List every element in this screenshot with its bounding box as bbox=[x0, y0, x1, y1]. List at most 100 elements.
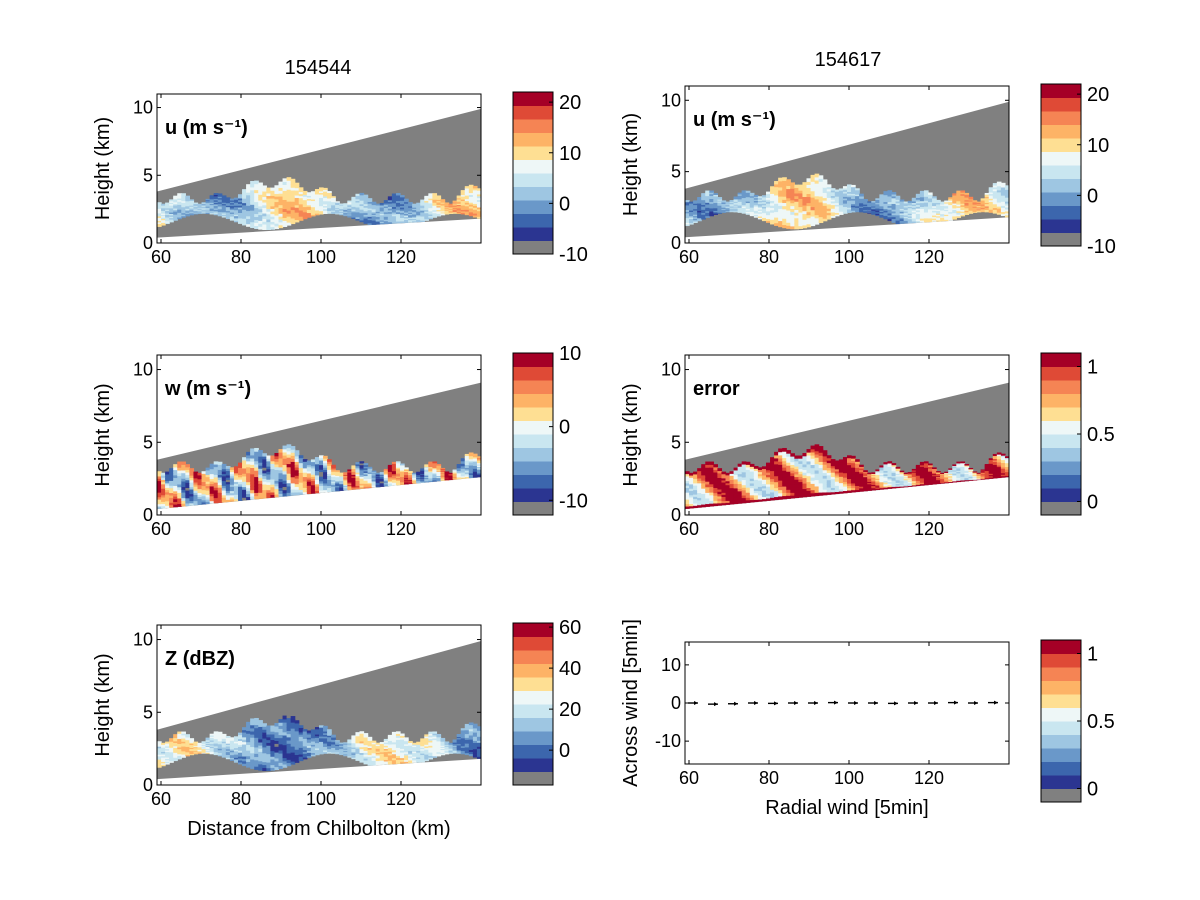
colorbar-segment bbox=[513, 240, 553, 255]
colorbar-segment bbox=[513, 663, 553, 678]
colorbar-segment bbox=[1041, 380, 1081, 394]
y-tick-label: 0 bbox=[143, 505, 153, 525]
y-tick-label: 0 bbox=[671, 233, 681, 253]
colorbar-segment bbox=[1041, 151, 1081, 166]
colorbar-segment bbox=[1041, 653, 1081, 668]
colorbar-segment bbox=[513, 501, 553, 516]
colorbar-tick-label: -10 bbox=[1087, 236, 1116, 258]
x-tick-label: 80 bbox=[759, 768, 779, 788]
y-tick-label: 10 bbox=[661, 90, 681, 110]
colorbar-segment bbox=[513, 420, 553, 435]
colorbar-segment bbox=[513, 393, 553, 408]
colorbar-segment bbox=[1041, 447, 1081, 462]
colorbar-segment bbox=[1041, 124, 1081, 139]
y-tick-label: 0 bbox=[143, 233, 153, 253]
colorbar: 60 40 20 0 bbox=[512, 617, 581, 786]
colorbar-tick-label: 1 bbox=[1087, 644, 1098, 666]
colorbar-segment bbox=[513, 758, 553, 772]
colorbar-tick-label: -10 bbox=[559, 490, 588, 512]
y-tick-label: 5 bbox=[671, 162, 681, 182]
wind-vector-head bbox=[754, 701, 758, 705]
x-tick-label: 100 bbox=[834, 768, 864, 788]
colorbar-tick-label: 0 bbox=[1087, 779, 1098, 801]
colorbar-segment bbox=[1041, 707, 1081, 722]
colorbar-segment bbox=[513, 146, 553, 160]
colorbar-segment bbox=[513, 119, 553, 133]
wind-vector-head bbox=[994, 700, 998, 705]
panel-label: w (m s⁻¹) bbox=[164, 378, 251, 400]
y-tick-label: 5 bbox=[143, 165, 153, 185]
x-tick-label: 60 bbox=[151, 519, 171, 539]
x-tick-label: 60 bbox=[679, 768, 699, 788]
heatmap-cells bbox=[157, 177, 481, 231]
left-column-title: 154544 bbox=[285, 57, 352, 79]
panel-label: Z (dBZ) bbox=[165, 648, 235, 670]
colorbar-segment bbox=[1041, 775, 1081, 789]
panel-5: 60 80 100 120 0 5 10 Height (km) Distance from C… bbox=[92, 617, 581, 840]
colorbar-segment bbox=[513, 380, 553, 394]
heatmap-cells bbox=[157, 444, 481, 509]
y-tick-label: 10 bbox=[133, 98, 153, 118]
x-axis-label: Distance from Chilbolton (km) bbox=[187, 818, 450, 840]
colorbar-tick-label: 0 bbox=[1087, 492, 1098, 514]
heatmap-cells bbox=[685, 173, 1009, 230]
y-tick-label: 10 bbox=[661, 360, 681, 380]
panel-label: error bbox=[693, 378, 740, 400]
colorbar-segment bbox=[513, 366, 553, 381]
axes-frame bbox=[156, 354, 482, 516]
colorbar-tick-label: 0 bbox=[559, 193, 570, 215]
colorbar-tick-label: 40 bbox=[559, 658, 581, 680]
colorbar-segment bbox=[1041, 488, 1081, 502]
x-tick-label: 80 bbox=[759, 519, 779, 539]
colorbar-tick-label: 10 bbox=[559, 343, 581, 365]
colorbar-tick-label: -10 bbox=[559, 244, 588, 266]
wind-vector-head bbox=[894, 701, 898, 706]
y-tick-label: 5 bbox=[143, 702, 153, 722]
x-tick-label: 100 bbox=[306, 519, 336, 539]
colorbar-segment bbox=[1041, 205, 1081, 220]
y-axis-label: Height (km) bbox=[620, 383, 642, 486]
wind-vector-head bbox=[854, 701, 858, 705]
panel-label: u (m s⁻¹) bbox=[693, 109, 776, 131]
x-tick-label: 60 bbox=[679, 519, 699, 539]
wind-vector-head bbox=[974, 701, 978, 705]
colorbar-segment bbox=[1041, 501, 1081, 516]
colorbar-segment bbox=[513, 461, 553, 475]
colorbar-frame bbox=[512, 91, 554, 255]
colorbar-tick-label: 0 bbox=[559, 417, 570, 439]
heatmap-cells bbox=[685, 444, 1009, 509]
colorbar-segment bbox=[513, 650, 553, 664]
right-column-title: 154617 bbox=[815, 49, 882, 71]
y-axis-label: Height (km) bbox=[92, 117, 114, 220]
colorbar-segment bbox=[1041, 178, 1081, 193]
colorbar: 10.50 bbox=[1040, 352, 1115, 516]
colorbar-segment bbox=[513, 717, 553, 732]
y-axis-label: Height (km) bbox=[92, 383, 114, 486]
colorbar-segment bbox=[1041, 788, 1081, 803]
wind-vector-head bbox=[774, 701, 778, 706]
wind-vector-head bbox=[794, 701, 798, 705]
colorbar-segment bbox=[513, 353, 553, 367]
wind-vector-head bbox=[874, 701, 878, 705]
colorbar-segment bbox=[1041, 761, 1081, 776]
colorbar-frame bbox=[512, 352, 554, 516]
colorbar-segment bbox=[513, 771, 553, 786]
colorbar-segment bbox=[1041, 721, 1081, 735]
colorbar-tick-label: 20 bbox=[559, 92, 581, 114]
colorbar-segment bbox=[1041, 420, 1081, 435]
colorbar-segment bbox=[513, 186, 553, 201]
colorbar: 10 0 -10 bbox=[512, 343, 588, 516]
colorbar-segment bbox=[513, 159, 553, 174]
x-tick-label: 80 bbox=[759, 247, 779, 267]
y-tick-label: 0 bbox=[671, 693, 681, 713]
y-axis-label: Height (km) bbox=[92, 653, 114, 756]
colorbar-segment bbox=[1041, 434, 1081, 448]
colorbar-tick-label: 10 bbox=[1087, 135, 1109, 157]
colorbar-tick-label: 1 bbox=[1087, 357, 1098, 379]
x-tick-label: 100 bbox=[306, 247, 336, 267]
